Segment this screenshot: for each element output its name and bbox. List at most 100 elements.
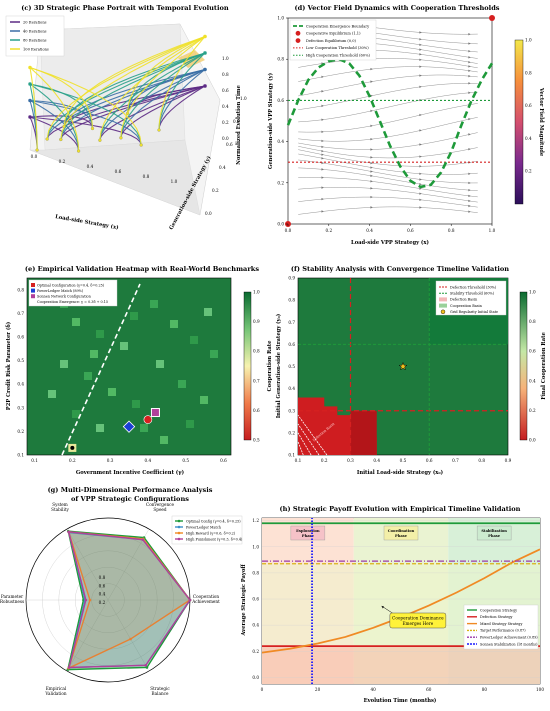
panel-d-arrowhead xyxy=(419,206,422,209)
panel-g-axis-label: Stability xyxy=(51,507,69,512)
panel-d-legend: Cooperation Emergence Boundary Cooperativ… xyxy=(289,19,377,61)
panel-f-legend-swatch xyxy=(439,303,447,308)
panel-c-startpoint xyxy=(35,148,39,152)
panel-d-colorbar-tick: 0.2 xyxy=(525,169,532,174)
panel-f-basin-hatch xyxy=(297,441,304,456)
panel-g-spoke xyxy=(66,599,109,672)
panel-d-streamline xyxy=(298,167,478,191)
panel-e-cell xyxy=(120,342,128,350)
panel-c-endpoint xyxy=(28,115,32,119)
panel-d-legend-swatch xyxy=(295,38,301,43)
panel-g-rtick: 0.4 xyxy=(99,592,106,597)
panel-h-phase-label-box xyxy=(476,525,512,541)
panel-f-initial-state-star xyxy=(398,361,408,371)
panel-c-trajectory xyxy=(29,116,80,152)
panel-d-arrowhead xyxy=(419,182,422,186)
panel-e-cell xyxy=(72,410,80,418)
panel-g-title-line1: (g) Multi-Dimensional Performance Analys… xyxy=(48,486,213,494)
panel-h-plot: ExplorationPhaseCoordinationPhaseStabili… xyxy=(261,518,541,684)
panel-f-colorbar-label: Final Cooperation Rate xyxy=(541,332,547,400)
panel-g-title-line2: of VPP Strategic Configurations xyxy=(71,495,189,503)
panel-e-colorbar xyxy=(243,291,252,441)
panel-f-ytick: 0.9 xyxy=(288,276,295,281)
panel-g-legend-label: High Reward (γ=0.6, δ=0.2) xyxy=(186,531,236,535)
panel-e-cell xyxy=(170,320,178,328)
panel-c-trajectory xyxy=(158,36,206,131)
panel-d-arrowhead xyxy=(370,170,373,173)
panel-d-arrowhead xyxy=(321,90,324,93)
panel-h-ticks: 0 20 40 60 80 100 0.0 0.2 0.4 0.6 0.8 1.0 1.2 xyxy=(252,518,544,692)
panel-c-trajectory xyxy=(126,52,206,114)
panel-c-endpoint xyxy=(203,34,207,39)
panel-e-colorbar-tick: 1.0 xyxy=(253,290,260,295)
panel-d-arrowhead xyxy=(321,176,324,179)
panel-f-colorbar-tick: 0.4 xyxy=(529,378,536,383)
panel-c-startpoint xyxy=(62,124,66,128)
panel-f-colorbar-tick: 0.2 xyxy=(529,408,536,413)
panel-g-axis-label: Balance xyxy=(152,691,169,696)
panel-e-legend: Optimal Configuration (γ=0.4, δ=0.25) Pow… xyxy=(28,279,118,307)
panel-c-xtick: 1.0 xyxy=(171,179,178,184)
panel-e-cell xyxy=(186,420,194,428)
panel-c-ztick: 1.0 xyxy=(222,56,229,61)
panel-h-legend-label: Sonnen Stabilization (18 months) xyxy=(480,642,538,646)
panel-e-colorbar-tick: 0.7 xyxy=(253,378,260,383)
panel-d-arrowhead xyxy=(321,75,324,79)
panel-c-legend: 20 Iterations 40 Iterations 80 Iterations 1… xyxy=(5,15,65,57)
panel-g-legend-label: High Punishment (γ=0.3, δ=0.4) xyxy=(186,537,243,541)
panel-d-arrowhead xyxy=(370,67,373,71)
panel-d-title: (d) Vector Field Dynamics with Cooperati… xyxy=(294,4,499,12)
panel-c-ztick: 0.0 xyxy=(222,136,229,141)
panel-c-trajectories xyxy=(28,34,207,153)
panel-e-cell xyxy=(84,372,92,380)
panel-d-arrowhead xyxy=(468,172,471,175)
panel-e-ytick: 0.5 xyxy=(17,358,24,363)
panel-d-arrowhead xyxy=(321,145,324,149)
panel-c-endpoint xyxy=(203,67,207,72)
panel-c-trajectory xyxy=(29,67,80,152)
panel-c-floor xyxy=(29,139,201,216)
panel-c-xtick: 0.6 xyxy=(115,169,122,174)
panel-e-optimal-marker xyxy=(143,415,153,424)
panel-c-trajectory xyxy=(99,52,206,141)
panel-c-startpoint xyxy=(59,138,63,142)
panel-f-xtick: 0.7 xyxy=(452,458,459,463)
panel-e-colorbar-tick: 0.6 xyxy=(253,408,260,413)
panel-h-annotation-box xyxy=(389,612,447,629)
panel-d-colorbar-tick: 1.0 xyxy=(525,38,532,43)
panel-g-axis-label: Strategic xyxy=(150,686,170,691)
panel-g-legend-marker xyxy=(177,537,181,541)
panel-d-arrowhead xyxy=(419,85,422,88)
panel-d-arrowhead xyxy=(468,50,471,53)
panel-c-legend-label: 20 Iterations xyxy=(23,21,47,25)
panel-e-ytick: 0.2 xyxy=(17,429,24,434)
panel-f-colorbar-tick: 0.8 xyxy=(529,319,536,324)
panel-d-arrowhead xyxy=(370,148,373,151)
panel-f-defection-core xyxy=(350,410,377,455)
panel-h-xtick: 80 xyxy=(482,687,488,692)
panel-d-arrowhead xyxy=(321,118,324,121)
panel-d-streamlines xyxy=(298,20,478,215)
panel-e-colorbar-label: Cooperation Rate xyxy=(267,340,273,392)
panel-e-cell xyxy=(60,360,68,368)
panel-f-ytick: 0.8 xyxy=(288,298,295,303)
panel-e-ytick: 0.4 xyxy=(17,382,24,387)
panel-f-xtick: 0.9 xyxy=(505,458,512,463)
panel-f-ytick: 0.4 xyxy=(288,386,295,391)
panel-d-arrowhead xyxy=(419,74,422,77)
panel-d-vector-field: (d) Vector Field Dynamics with Cooperati… xyxy=(267,4,544,246)
panel-e-legend-label: Cooperation Emergence: γ = 0.3δ + 0.15 xyxy=(37,300,108,304)
panel-e-ticks: 0.1 0.2 0.3 0.4 0.5 0.6 0.1 0.2 0.3 0.4 0.5 0.6 0.7 0… xyxy=(17,287,227,463)
panel-f-ytick: 0.7 xyxy=(288,320,295,325)
panel-g-axis-label: System xyxy=(52,502,68,507)
panel-h-phase-label: Phase xyxy=(488,534,501,538)
panel-d-arrowhead xyxy=(468,188,471,192)
panel-e-legend-label: PowerLedger Match (89%) xyxy=(37,289,84,293)
panel-g-rtick: 0.2 xyxy=(99,600,106,605)
panel-f-threshold-lines xyxy=(298,278,508,455)
panel-g-series-point xyxy=(88,598,92,602)
panel-f-ytick: 0.2 xyxy=(288,430,295,435)
panel-d-streamline xyxy=(298,159,478,184)
panel-d-arrowhead xyxy=(321,139,324,143)
